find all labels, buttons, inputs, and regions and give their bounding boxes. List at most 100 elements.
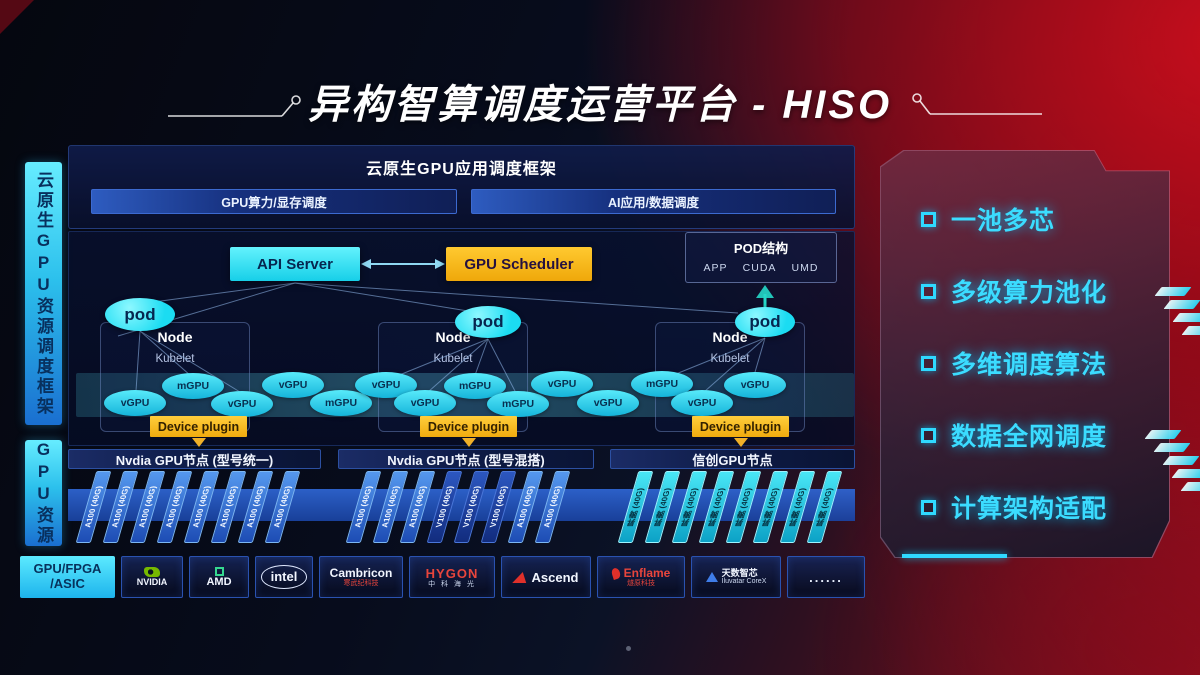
diagonal-stripe-decoration	[1154, 287, 1192, 296]
pod-struct-box: POD结构 APP CUDA UMD	[685, 232, 837, 283]
vendor-name: intel	[270, 569, 298, 584]
feature-item: 计算架构适配	[921, 489, 1169, 525]
device-plugin-arrow-icon	[462, 438, 476, 447]
vendor-name: AMD	[206, 575, 232, 588]
diagonal-stripe-decoration	[1163, 300, 1200, 309]
feature-item: 多级算力池化	[921, 273, 1169, 309]
pod-ellipse-2: pod	[455, 306, 521, 338]
vendor-row: GPU/FPGA /ASIC NVIDIA AMD intel Cambricon 寒武…	[20, 556, 865, 598]
feature-item: 多维调度算法	[921, 345, 1169, 381]
vendor-name: HYGON	[425, 565, 479, 581]
diagonal-stripe-decoration	[1172, 313, 1200, 322]
feature-text: 多级算力池化	[951, 279, 1108, 307]
vgpu-ellipse: vGPU	[394, 390, 456, 416]
vendor-subname: 中 科 海 光	[428, 580, 476, 588]
square-bullet-icon	[921, 427, 936, 443]
gpu-compute-scheduling-bar: GPU算力/显存调度	[91, 189, 457, 214]
vendor-cambricon: Cambricon 寒武纪科技	[319, 556, 403, 598]
nvidia-logo-icon	[144, 567, 160, 577]
gpu-node-group-3: 信创GPU节点 昇腾 (40G) 昇腾 (40G) 昇腾 (40G) 昇腾 (40G) 昇…	[610, 449, 855, 549]
device-plugin-box-2: Device plugin	[420, 416, 517, 437]
square-bullet-icon	[921, 283, 936, 299]
sidebar-label: GPU资源	[34, 440, 53, 546]
vgpu-ellipse: vGPU	[577, 390, 639, 416]
pod-struct-item-cuda: CUDA	[742, 262, 777, 274]
vendor-name: 天数智芯	[721, 568, 758, 578]
diagonal-stripe-decoration	[1162, 456, 1200, 465]
vendor-iluvatar: 天数智芯 Iluvatar CoreX	[691, 556, 781, 598]
sidebar-bar-gpu-resource: GPU资源	[25, 440, 62, 546]
device-plugin-box-1: Device plugin	[150, 416, 247, 437]
sidebar-bar-scheduling-framework: 云原生GPU资源调度框架	[25, 162, 62, 425]
vendor-name: ......	[809, 569, 843, 585]
square-bullet-icon	[921, 499, 936, 515]
node-label: Node	[157, 329, 193, 345]
bottom-dot-decoration	[626, 646, 631, 651]
gpu-node-group-1: Nvdia GPU节点 (型号统一) A100 (40G) A100 (40G) A1…	[68, 449, 321, 549]
corner-red-decoration	[0, 0, 34, 34]
vendor-intel: intel	[255, 556, 313, 598]
kubelet-label: Kubelet	[710, 353, 750, 365]
gpu-fpga-asic-label: GPU/FPGA /ASIC	[20, 556, 115, 598]
vgpu-ellipse: vGPU	[262, 372, 324, 398]
panel-accent-line	[902, 554, 1007, 558]
vgpu-ellipse: vGPU	[211, 391, 273, 417]
vendor-nvidia: NVIDIA	[121, 556, 183, 598]
square-bullet-icon	[921, 355, 936, 371]
device-plugin-box-3: Device plugin	[692, 416, 789, 437]
feature-text: 多维调度算法	[951, 351, 1108, 379]
square-bullet-icon	[921, 572, 936, 587]
vendor-name: Cambricon	[329, 566, 393, 580]
vendor-name: Enflame	[623, 566, 671, 580]
gpu-node-group-header: Nvdia GPU节点 (型号混搭)	[338, 449, 594, 469]
api-server-box: API Server	[230, 247, 360, 281]
cloud-native-framework-panel: 云原生GPU应用调度框架 GPU算力/显存调度 AI应用/数据调度	[68, 145, 855, 229]
feature-text: 一池多芯	[951, 207, 1056, 235]
device-plugin-arrow-icon	[192, 438, 206, 447]
gpu-node-group-header: 信创GPU节点	[610, 449, 855, 469]
diagonal-stripe-decoration	[1180, 482, 1200, 491]
iluvatar-logo-icon	[705, 572, 718, 582]
gpu-node-group-2: Nvdia GPU节点 (型号混搭) A100 (40G) A100 (40G) A1…	[338, 449, 594, 549]
vendor-more: ......	[787, 556, 865, 598]
feature-item: 一池多芯	[921, 201, 1169, 237]
mgpu-ellipse: mGPU	[310, 390, 372, 416]
pod-ellipse-1: pod	[105, 298, 175, 331]
ai-app-data-scheduling-bar: AI应用/数据调度	[471, 189, 836, 214]
vendor-ascend: Ascend	[501, 556, 591, 598]
diagonal-stripe-decoration	[1144, 430, 1182, 439]
framework-title: 云原生GPU应用调度框架	[366, 161, 557, 178]
pod-struct-item-umd: UMD	[791, 262, 819, 274]
gpu-scheduler-box: GPU Scheduler	[446, 247, 592, 281]
vendor-hygon: HYGON 中 科 海 光	[409, 556, 495, 598]
diagonal-stripe-decoration	[1171, 469, 1200, 478]
feature-text: 计算架构适配	[951, 495, 1108, 523]
feature-text: 数据全网调度	[951, 423, 1108, 451]
kubelet-label: Kubelet	[155, 353, 195, 365]
feature-item: 智算网络可观测	[921, 561, 1169, 597]
mgpu-ellipse: mGPU	[162, 373, 224, 399]
kubelet-label: Kubelet	[433, 353, 473, 365]
vendor-amd: AMD	[189, 556, 249, 598]
sidebar-label: 云原生GPU资源调度框架	[34, 170, 53, 417]
square-bullet-icon	[921, 211, 936, 227]
pod-struct-item-app: APP	[703, 262, 728, 274]
diagonal-stripe-decoration	[1153, 443, 1191, 452]
vendor-name: Ascend	[531, 569, 579, 585]
vendor-enflame: Enflame 燧原科技	[597, 556, 685, 598]
enflame-logo-icon	[610, 566, 622, 580]
vendor-subname: 寒武纪科技	[343, 580, 379, 587]
vgpu-ellipse: vGPU	[531, 371, 593, 397]
diagonal-stripe-decoration	[1181, 326, 1200, 335]
feature-panel: 一池多芯 多级算力池化 多维调度算法 数据全网调度 计算架构适配 智算网络可观测	[880, 150, 1170, 558]
gpu-node-group-header: Nvdia GPU节点 (型号统一)	[68, 449, 321, 469]
amd-logo-icon	[214, 566, 224, 576]
feature-text: 智算网络可观测	[951, 567, 1134, 595]
device-plugin-arrow-icon	[734, 438, 748, 447]
page-title: 异构智算调度运营平台 - HISO	[307, 83, 893, 127]
intel-logo-icon: intel	[260, 565, 308, 589]
mgpu-ellipse: mGPU	[487, 391, 549, 417]
vgpu-ellipse: vGPU	[671, 390, 733, 416]
vendor-subname: 燧原科技	[627, 580, 655, 587]
vendor-name: NVIDIA	[136, 577, 168, 587]
